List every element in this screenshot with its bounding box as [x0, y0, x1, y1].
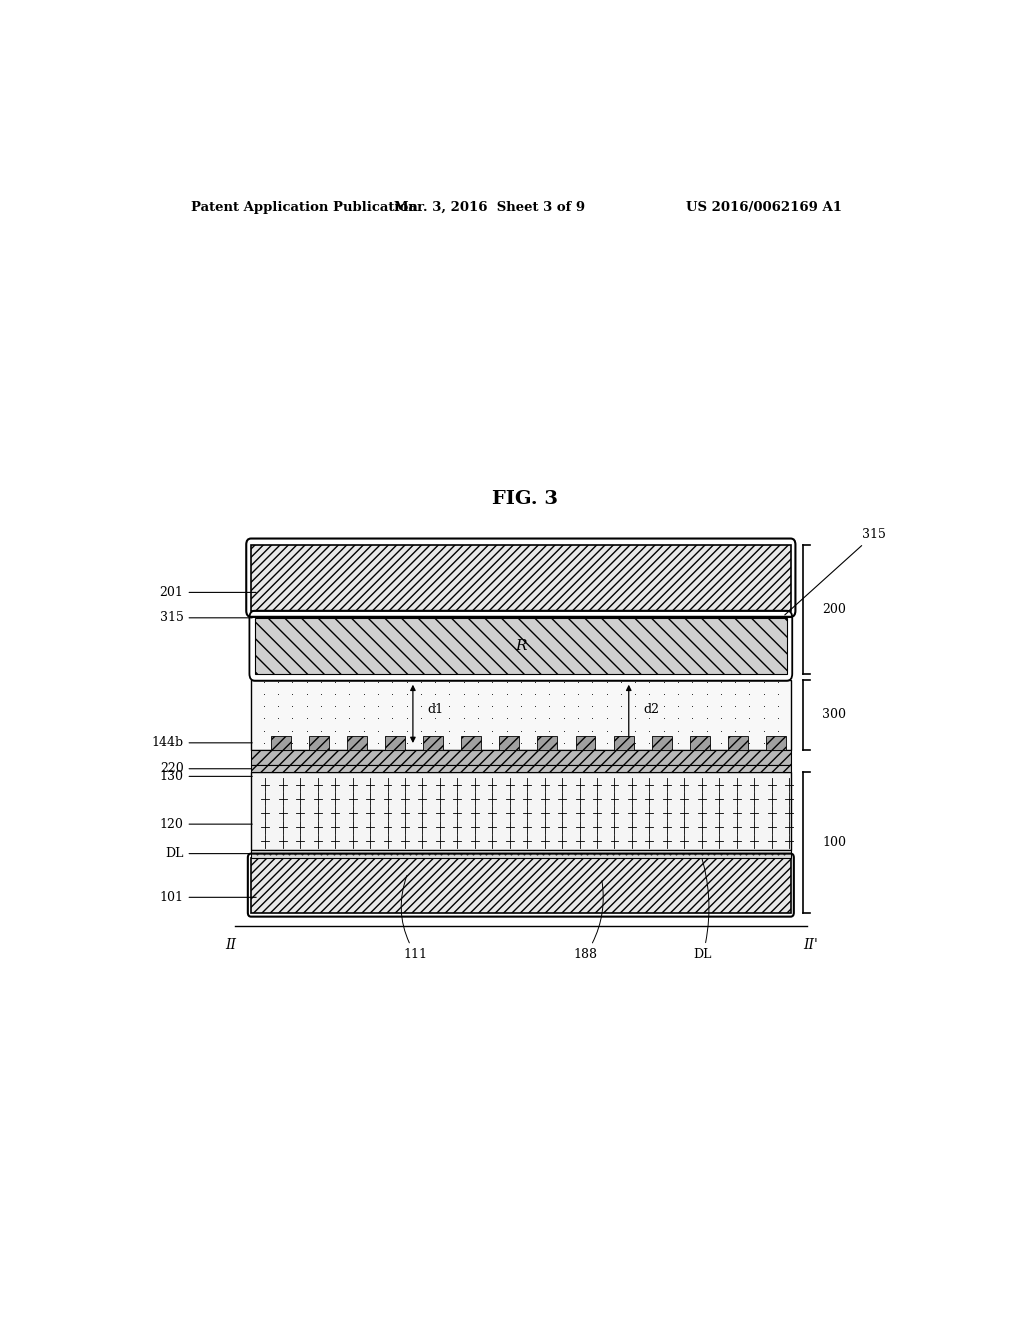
- Bar: [461, 735, 481, 750]
- Bar: [385, 735, 404, 750]
- Text: 100: 100: [822, 836, 847, 849]
- Text: 300: 300: [822, 709, 847, 721]
- Bar: [251, 750, 791, 766]
- Bar: [500, 735, 519, 750]
- Text: Patent Application Publication: Patent Application Publication: [191, 201, 418, 214]
- Bar: [690, 735, 710, 750]
- Bar: [255, 618, 786, 673]
- Text: II': II': [803, 939, 818, 952]
- Bar: [575, 735, 595, 750]
- Text: FIG. 3: FIG. 3: [492, 490, 558, 508]
- Text: 315: 315: [784, 528, 886, 615]
- Text: 101: 101: [160, 891, 256, 904]
- Bar: [251, 772, 791, 850]
- Text: 144b: 144b: [152, 737, 252, 750]
- Bar: [347, 735, 367, 750]
- Text: Mar. 3, 2016  Sheet 3 of 9: Mar. 3, 2016 Sheet 3 of 9: [393, 201, 585, 214]
- Bar: [613, 735, 634, 750]
- Text: d2: d2: [643, 704, 659, 717]
- Bar: [270, 735, 291, 750]
- Text: DL: DL: [165, 847, 252, 861]
- Bar: [251, 858, 791, 912]
- Bar: [251, 680, 791, 750]
- Bar: [251, 545, 791, 611]
- Text: R: R: [515, 639, 526, 653]
- Bar: [423, 735, 443, 750]
- Text: d1: d1: [427, 704, 443, 717]
- Text: II: II: [225, 939, 237, 952]
- Text: 188: 188: [573, 880, 603, 961]
- Text: 130: 130: [160, 770, 252, 783]
- Text: 120: 120: [160, 817, 252, 830]
- Text: 111: 111: [401, 875, 428, 961]
- Bar: [538, 735, 557, 750]
- Text: 315: 315: [160, 611, 252, 624]
- Text: 220: 220: [160, 762, 252, 775]
- Bar: [728, 735, 748, 750]
- Bar: [251, 766, 791, 772]
- Bar: [766, 735, 785, 750]
- Bar: [309, 735, 329, 750]
- Bar: [651, 735, 672, 750]
- Text: 201: 201: [160, 586, 256, 599]
- Text: DL: DL: [693, 851, 712, 961]
- Text: 200: 200: [822, 603, 846, 615]
- Text: US 2016/0062169 A1: US 2016/0062169 A1: [686, 201, 842, 214]
- Bar: [251, 850, 791, 858]
